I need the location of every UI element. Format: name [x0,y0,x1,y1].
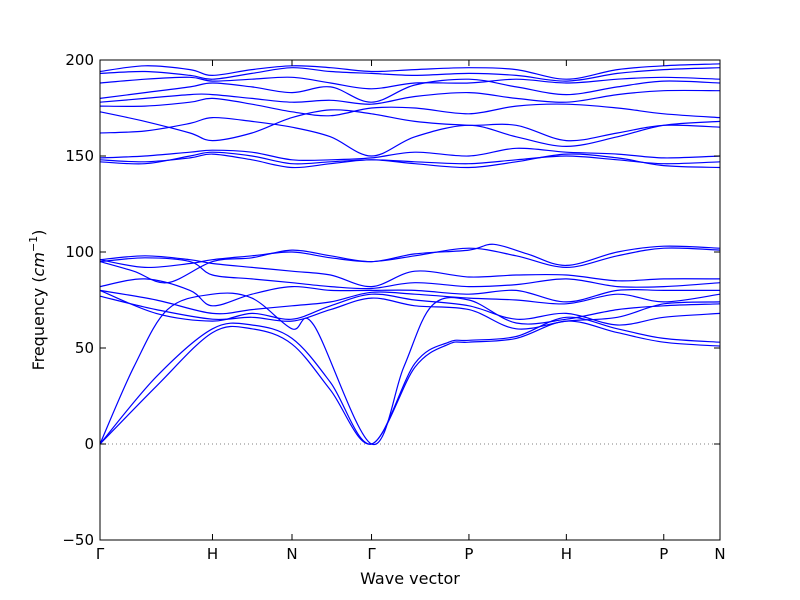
x-tick-label: P [464,545,473,563]
x-tick-label: H [561,545,572,563]
y-tick-label: 50 [75,339,94,357]
phonon-branch-5 [99,289,721,326]
x-tick-label: N [714,545,725,563]
phonon-branch-11 [99,243,721,284]
phonon-branch-13 [99,153,721,169]
x-tick-label: Γ [96,545,105,563]
phonon-branch-15 [99,116,721,157]
phonon-branch-21 [99,67,721,82]
phonon-branch-8 [99,257,721,290]
phonon-branch-20 [99,76,721,90]
y-tick-label: 200 [65,51,94,69]
phonon-branch-19 [99,78,721,103]
y-tick-label: 100 [65,243,94,261]
y-tick-label: 0 [84,435,94,453]
phonon-branch-22 [99,63,721,80]
x-tick-label: P [659,545,668,563]
phonon-branch-9 [99,255,721,288]
y-tick-label: −50 [62,531,94,549]
phonon-branch-16 [99,109,721,142]
phonon-branch-4 [99,295,721,330]
x-tick-label: N [286,545,297,563]
phonon-branch-10 [99,247,721,269]
phonon-branch-14 [99,147,721,162]
phonon-branch-3 [99,292,721,445]
phonon-branch-1 [99,320,721,445]
plot-frame [99,59,721,541]
phonon-branch-17 [99,97,721,119]
x-tick-label: H [207,545,218,563]
phonon-branch-7 [99,278,720,307]
x-tick-label: Γ [367,545,376,563]
phonon-branch-6 [99,289,721,315]
phonon-branch-2 [99,316,721,445]
x-axis-label: Wave vector [360,569,460,588]
phonon-branch-18 [99,89,721,105]
y-axis-label: Frequency (cm−1) [27,230,48,371]
y-tick-label: 150 [65,147,94,165]
